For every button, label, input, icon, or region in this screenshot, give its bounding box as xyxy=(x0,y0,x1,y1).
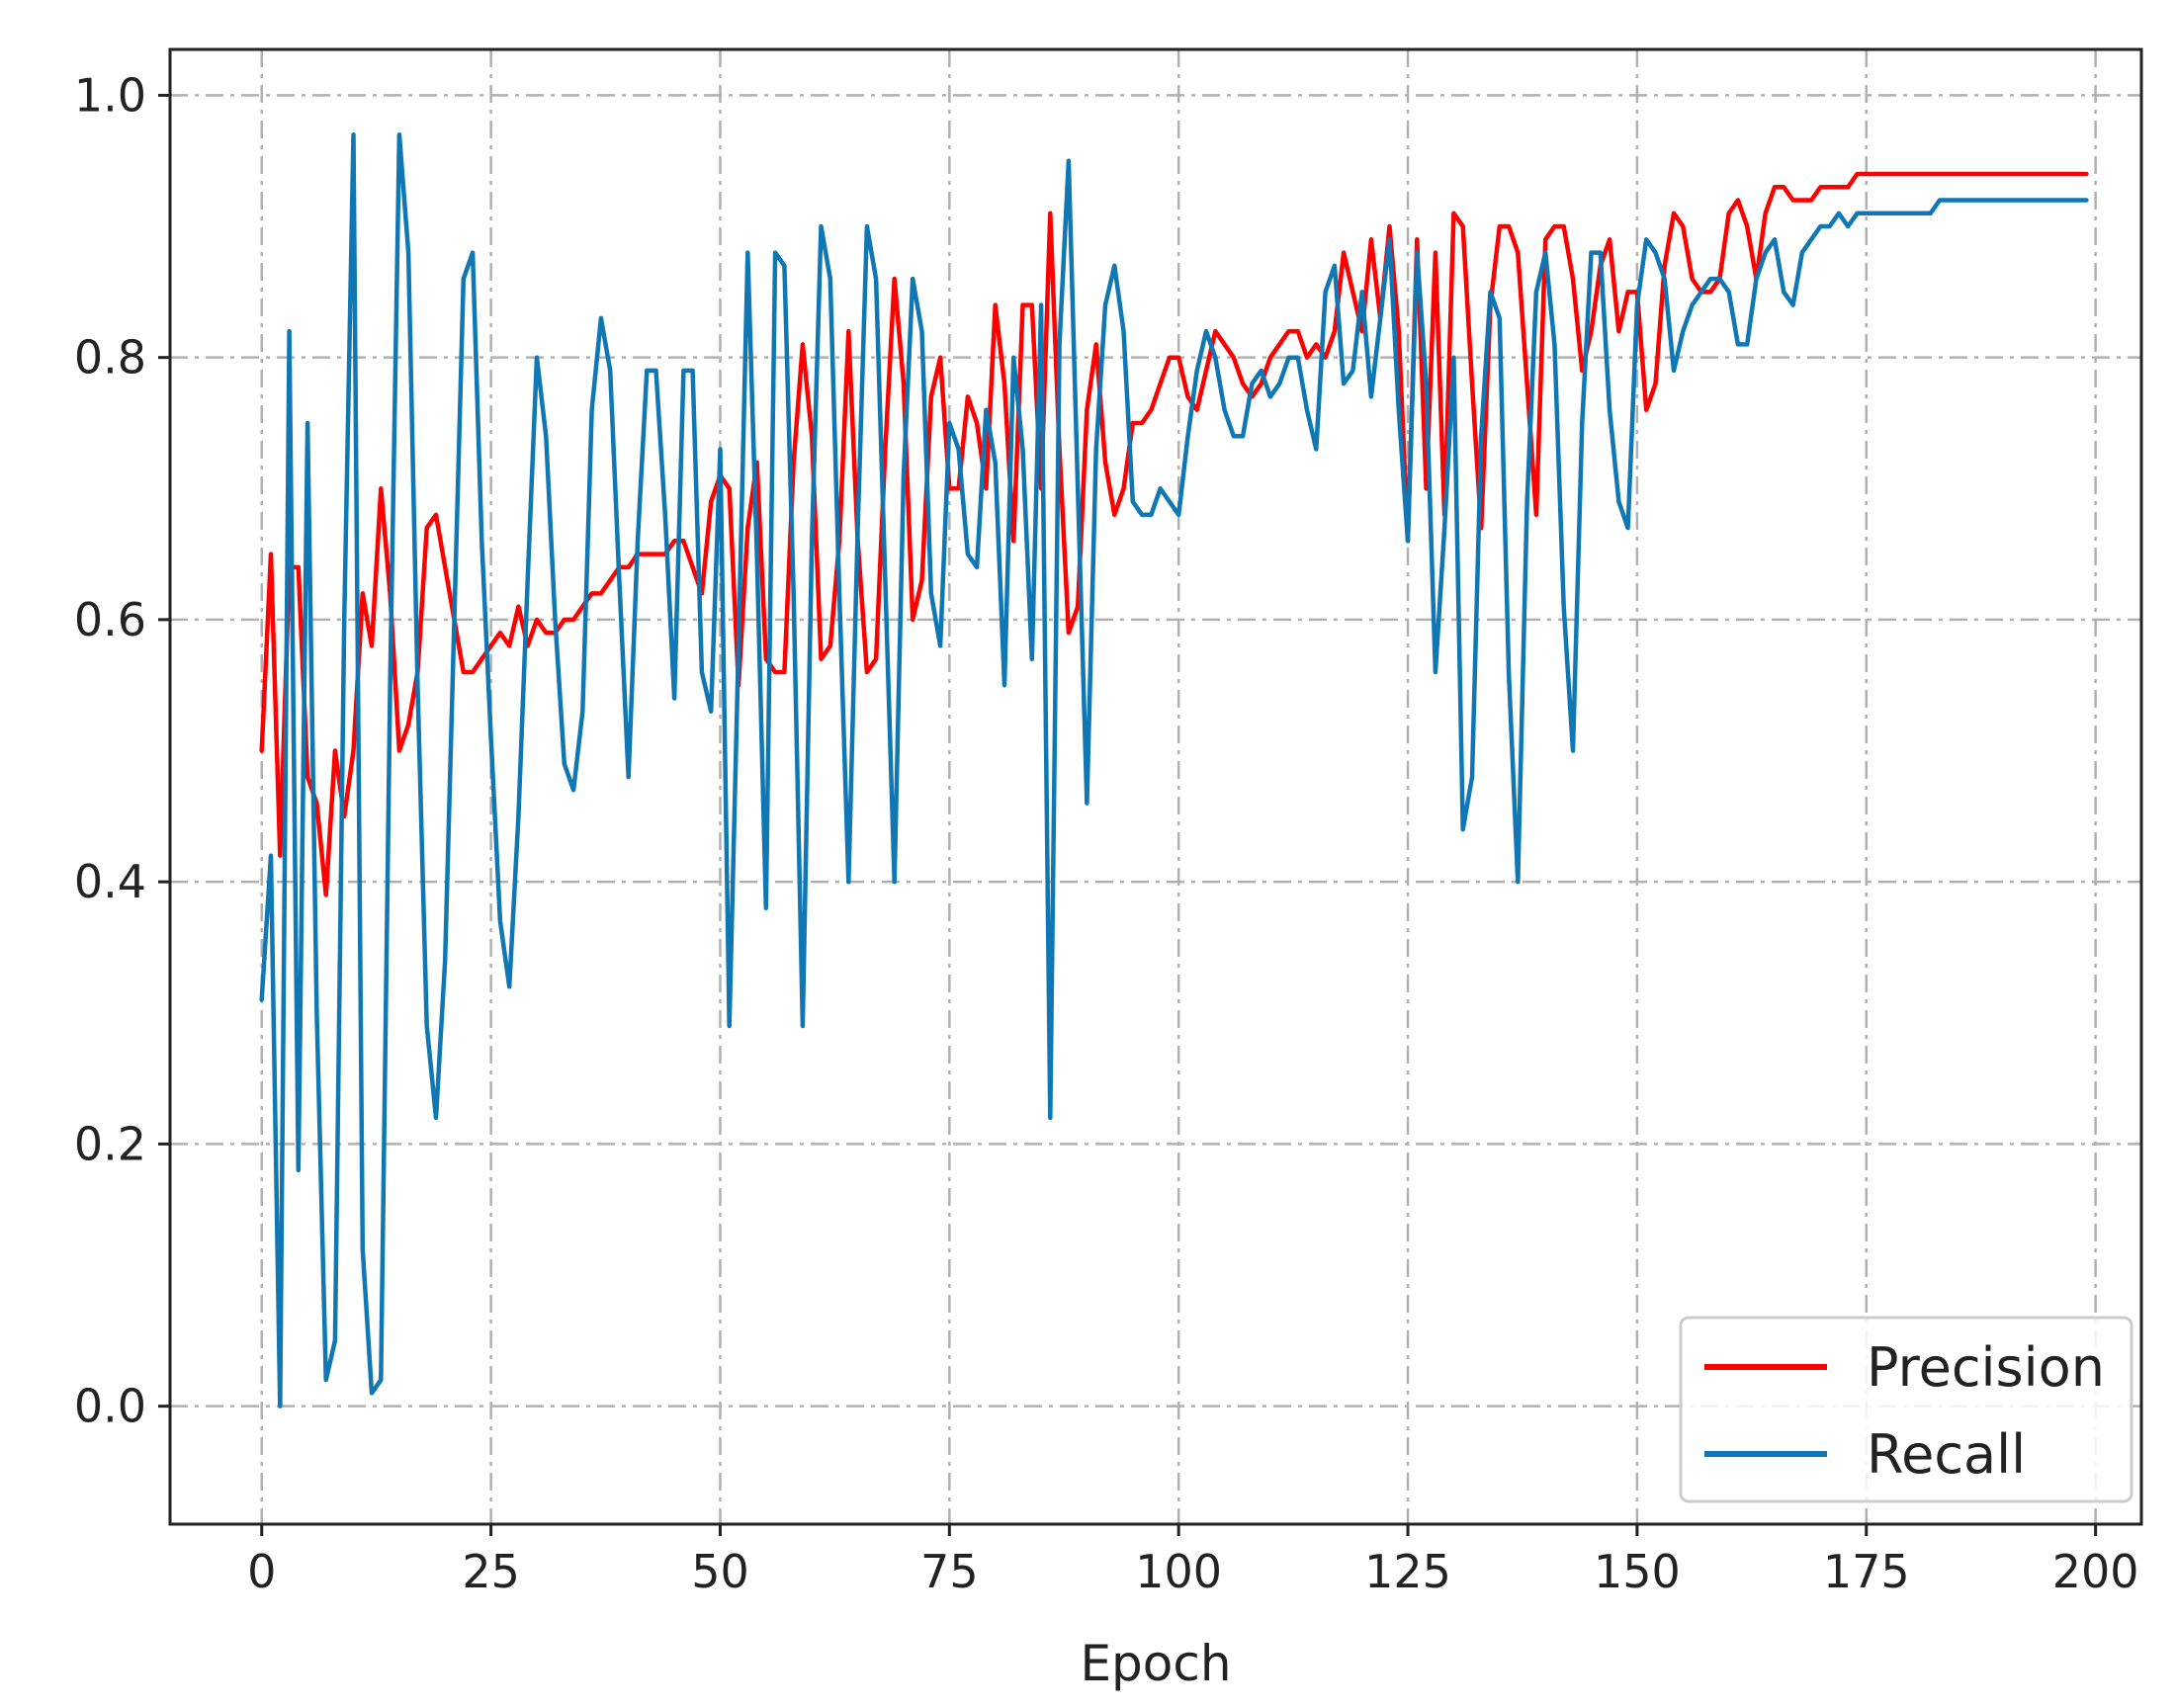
x-tick-label: 100 xyxy=(1135,1545,1222,1598)
x-tick-label: 200 xyxy=(2052,1545,2139,1598)
y-tick-label: 1.0 xyxy=(74,68,146,122)
x-tick-label: 175 xyxy=(1823,1545,1910,1598)
x-tick-label: 25 xyxy=(462,1545,520,1598)
legend-label-recall: Recall xyxy=(1867,1423,2026,1486)
y-tick-label: 0.8 xyxy=(74,331,146,384)
series-line-precision xyxy=(259,171,2089,897)
axis-ticks: 0 25 50 75 100 125 150 175 200 0.0 0.2 0.4 0.6 0.8 1.0 xyxy=(74,68,2139,1598)
y-tick-label: 0.4 xyxy=(74,855,146,908)
series-lines xyxy=(259,131,2089,1409)
plot-area-frame xyxy=(168,47,2143,1526)
y-tick-label: 0.2 xyxy=(74,1117,146,1170)
y-tick-label: 0.6 xyxy=(74,593,146,646)
series-line-recall xyxy=(259,131,2089,1409)
legend-label-precision: Precision xyxy=(1867,1336,2105,1399)
x-tick-label: 0 xyxy=(247,1545,276,1598)
y-tick-label: 0.0 xyxy=(74,1380,146,1433)
x-tick-label: 125 xyxy=(1364,1545,1451,1598)
grid xyxy=(170,49,2141,1524)
legend: Precision Recall xyxy=(1679,1316,2133,1503)
x-tick-label: 75 xyxy=(920,1545,979,1598)
x-tick-label: 150 xyxy=(1594,1545,1681,1598)
x-tick-label: 50 xyxy=(691,1545,749,1598)
x-axis-title: Epoch xyxy=(1080,1635,1231,1692)
